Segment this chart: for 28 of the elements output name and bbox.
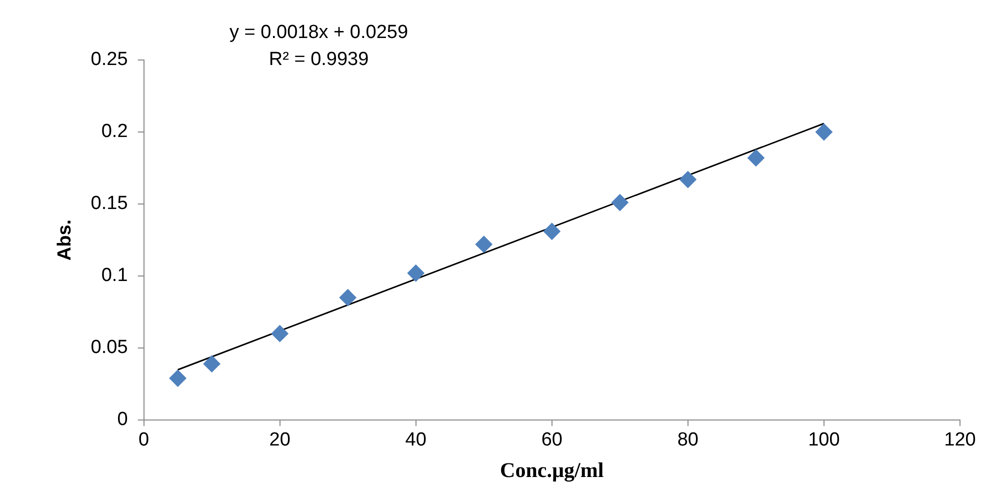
point — [271, 325, 288, 342]
point — [679, 171, 696, 188]
x-tick-label: 100 — [808, 430, 840, 451]
x-tick-label: 80 — [677, 430, 698, 451]
point — [543, 222, 560, 240]
x-tick-label: 40 — [405, 430, 426, 451]
annotation: R² = 0.9939 — [268, 49, 369, 70]
y-tick-label: 0 — [117, 409, 128, 430]
y-tick-label: 0.25 — [90, 49, 128, 70]
x-axis-title: Conc.µg/ml — [500, 458, 604, 482]
y-axis-title: Abs. — [54, 219, 76, 261]
point — [407, 264, 424, 282]
y-tick-label: 0.15 — [90, 193, 128, 214]
x-tick-label: 120 — [944, 430, 976, 451]
x-tick-label: 0 — [138, 430, 150, 451]
y-tick-label: 0.05 — [90, 337, 128, 358]
point — [611, 194, 628, 212]
point — [815, 124, 832, 140]
x-tick-label: 60 — [541, 430, 562, 451]
point — [339, 289, 356, 306]
point — [169, 370, 186, 387]
text: y = 0.0018x + 0.0259 — [230, 22, 408, 44]
point — [203, 355, 220, 372]
y-tick-label: 0.2 — [101, 121, 128, 142]
x-tick-label: 20 — [269, 430, 290, 451]
point — [747, 149, 764, 166]
y-tick-label: 0.1 — [101, 265, 128, 286]
point — [475, 236, 492, 253]
